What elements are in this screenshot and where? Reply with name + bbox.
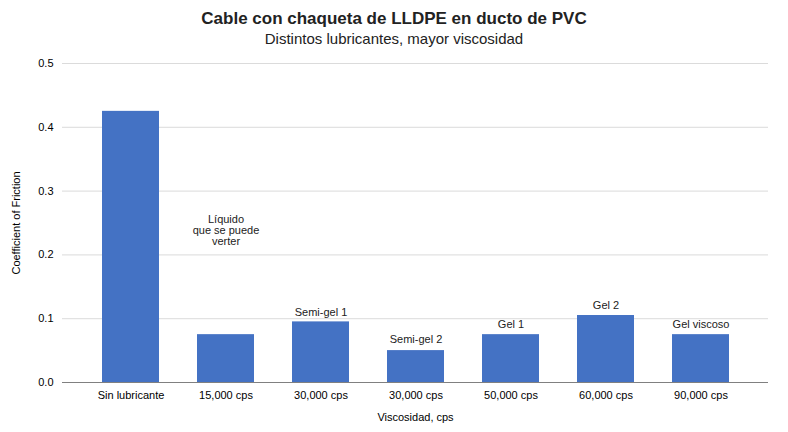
svg-text:0.1: 0.1 — [38, 312, 53, 324]
svg-text:30,000 cps: 30,000 cps — [389, 389, 443, 401]
svg-text:15,000 cps: 15,000 cps — [199, 389, 253, 401]
svg-text:Semi-gel 1: Semi-gel 1 — [295, 306, 348, 318]
html-text:Cable con chaqueta de LLDPE en: Cable con chaqueta de LLDPE en ducto de … — [201, 9, 587, 28]
svg-text:60,000 cps: 60,000 cps — [579, 389, 633, 401]
svg-text:Viscosidad, cps: Viscosidad, cps — [377, 411, 454, 423]
svg-text:Sin lubricante: Sin lubricante — [98, 389, 165, 401]
svg-text:0.5: 0.5 — [38, 57, 53, 69]
svg-text:90,000 cps: 90,000 cps — [674, 389, 728, 401]
svg-text:30,000 cps: 30,000 cps — [294, 389, 348, 401]
svg-text:50,000 cps: 50,000 cps — [484, 389, 538, 401]
svg-text:Líquidoque se puedeverter: Líquidoque se puedeverter — [193, 213, 260, 247]
svg-text:0.2: 0.2 — [38, 248, 53, 260]
svg-text:Coefficient of Friction: Coefficient of Friction — [10, 171, 22, 274]
svg-text:0.4: 0.4 — [38, 121, 53, 133]
svg-text:Gel 1: Gel 1 — [498, 318, 524, 330]
svg-text:Gel viscoso: Gel viscoso — [673, 318, 730, 330]
svg-text:Gel 2: Gel 2 — [593, 299, 619, 311]
svg-text:0.3: 0.3 — [38, 185, 53, 197]
svg-text:0.0: 0.0 — [38, 376, 53, 388]
svg-text:Semi-gel 2: Semi-gel 2 — [390, 333, 443, 345]
html-text:Distintos lubricantes, mayor v: Distintos lubricantes, mayor viscosidad — [264, 30, 524, 47]
